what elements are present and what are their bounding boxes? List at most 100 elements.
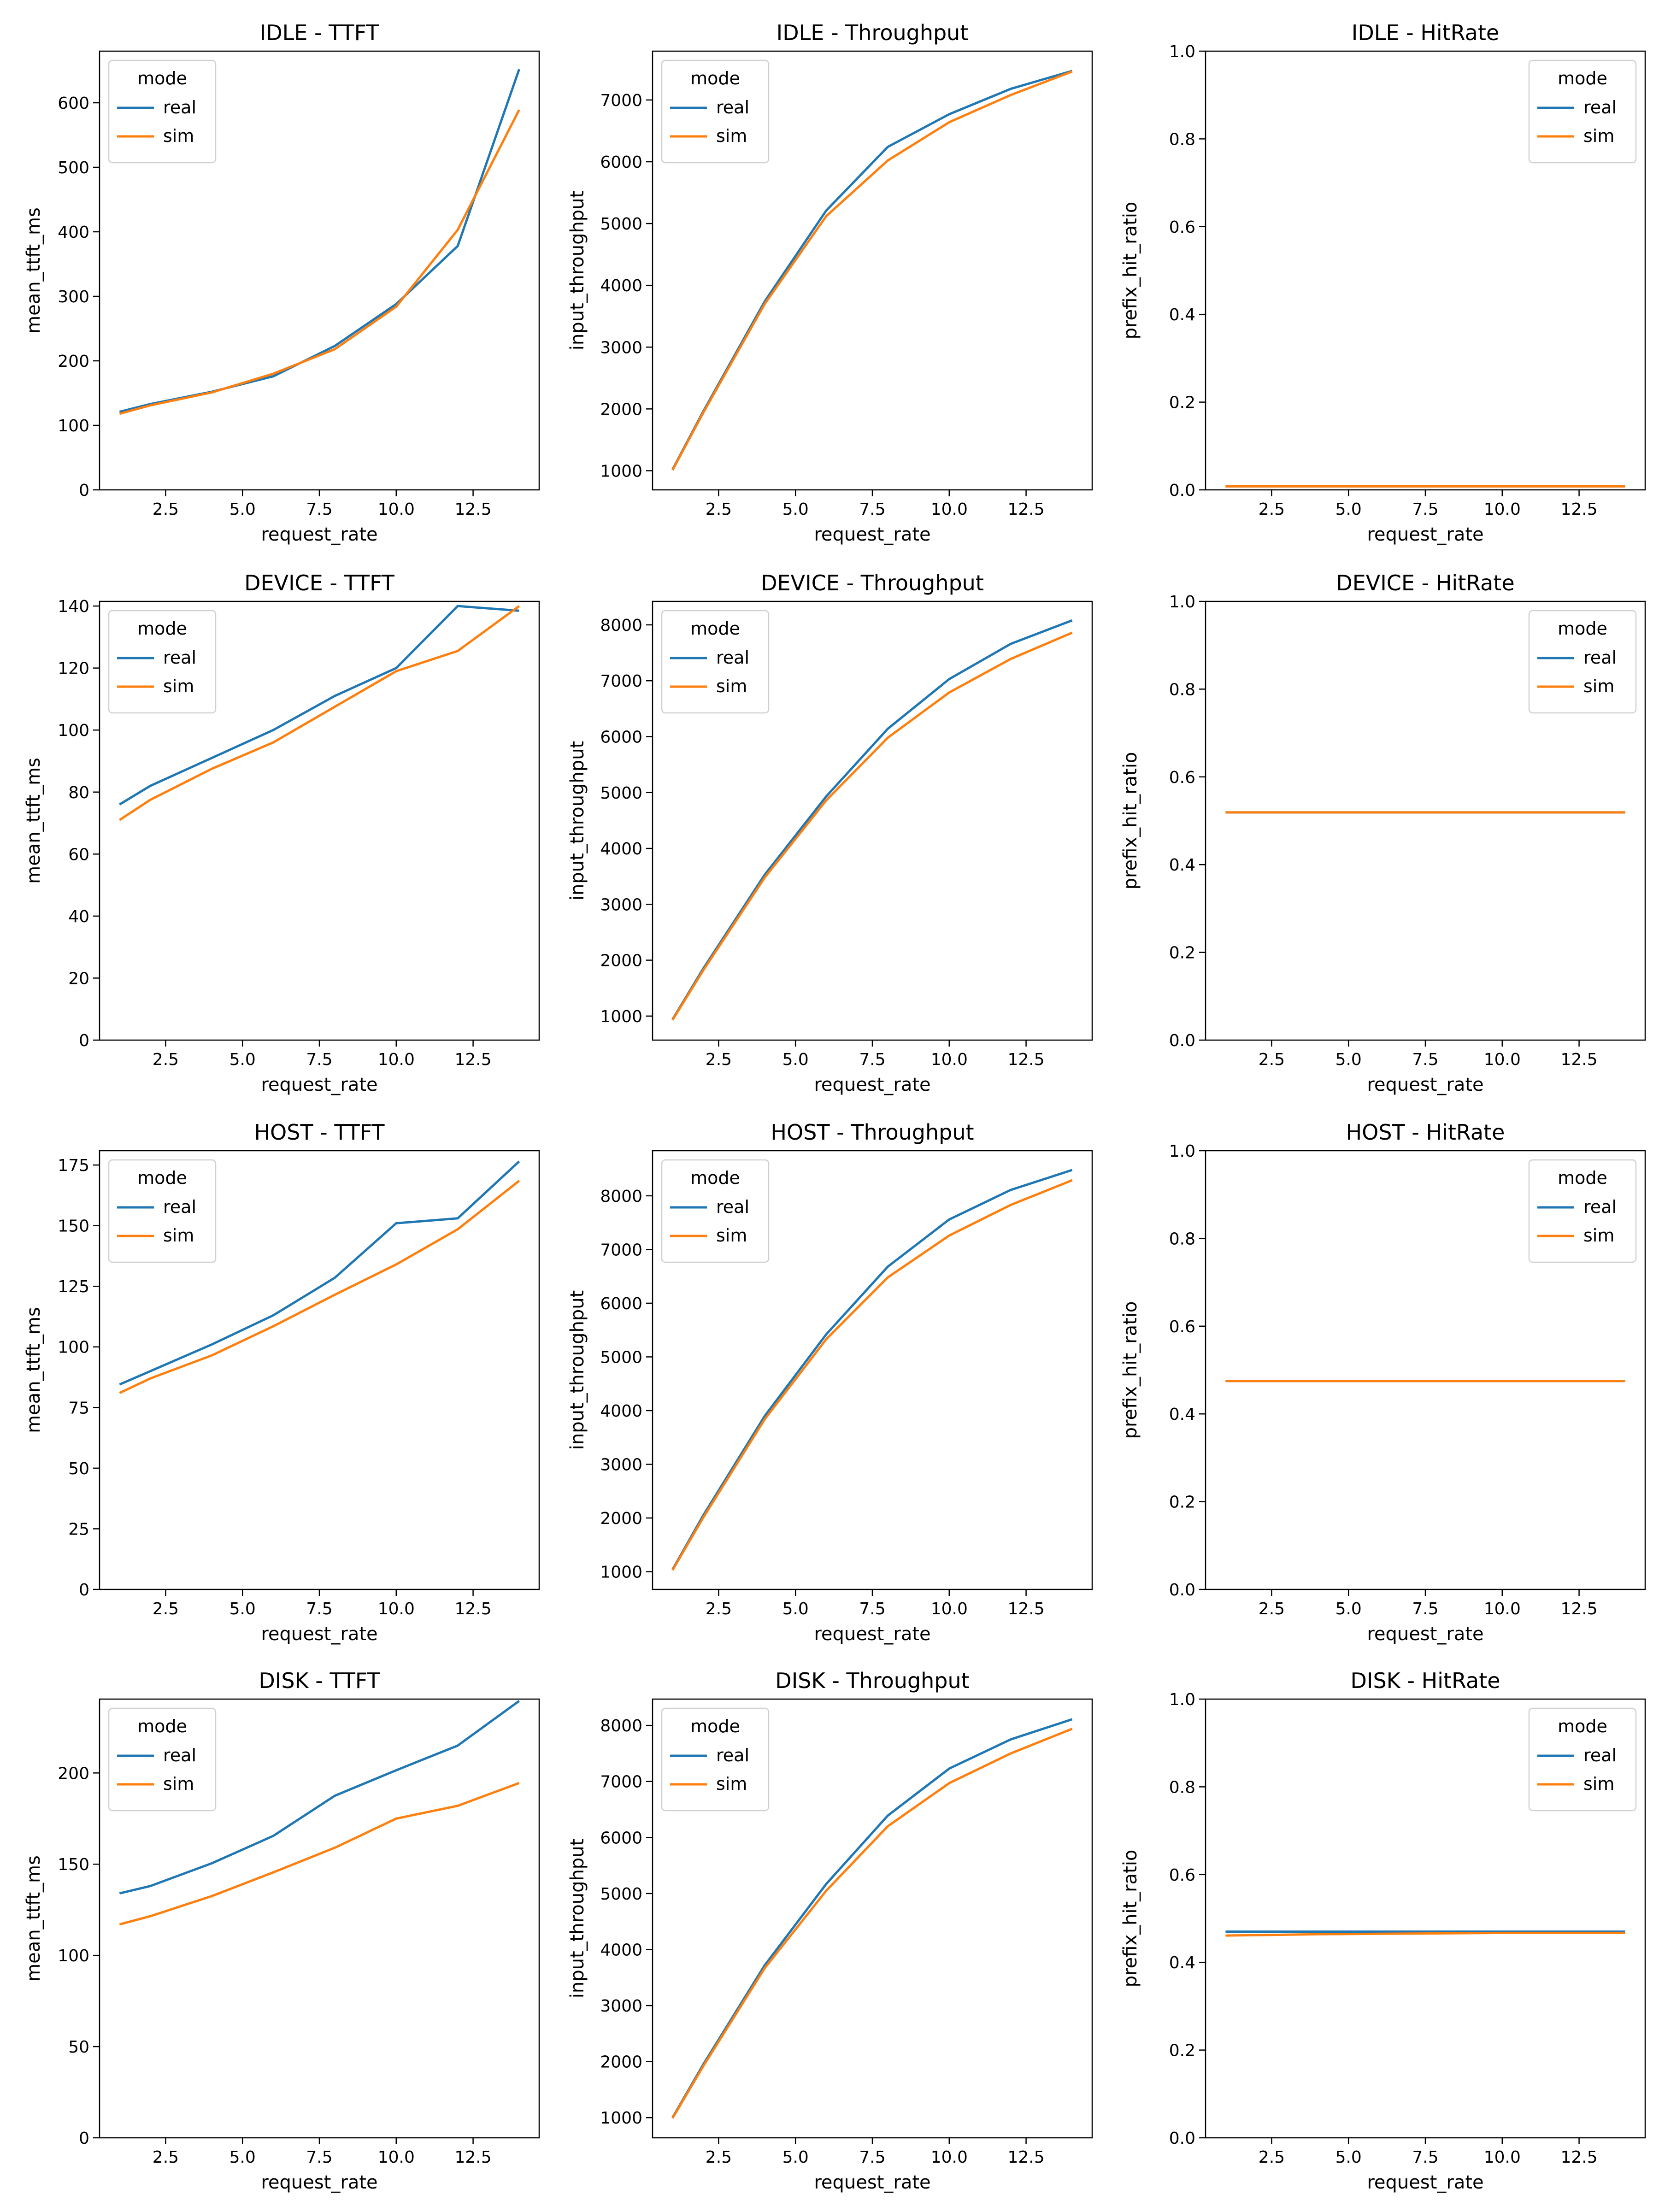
- legend: mode real sim: [1528, 1159, 1637, 1263]
- x-tick-label: 7.5: [859, 1600, 885, 1618]
- legend-label-sim: sim: [1583, 676, 1614, 696]
- legend-label-sim: sim: [1583, 1225, 1614, 1246]
- y-tick-label: 0.4: [1169, 1953, 1195, 1972]
- y-tick-label: 1.0: [1169, 1142, 1195, 1161]
- y-tick-label: 125: [58, 1277, 89, 1296]
- x-axis-label: request_rate: [1367, 1624, 1483, 1645]
- x-tick-label: 2.5: [706, 1050, 732, 1069]
- x-tick-label: 5.0: [229, 1050, 256, 1069]
- y-tick-label: 0: [79, 2129, 89, 2148]
- legend-label-sim: sim: [163, 1225, 194, 1246]
- y-tick-label: 150: [58, 1855, 89, 1874]
- y-tick-label: 100: [58, 1338, 89, 1357]
- legend-title: mode: [137, 1168, 187, 1188]
- y-tick-label: 4000: [600, 1941, 642, 1959]
- y-tick-label: 8000: [600, 1187, 642, 1206]
- x-tick-label: 12.5: [1560, 2148, 1597, 2167]
- series-line-real: [671, 1169, 1073, 1571]
- legend-label-real: real: [163, 1745, 196, 1765]
- legend-label-sim: sim: [1583, 126, 1614, 146]
- x-tick-label: 5.0: [229, 500, 256, 519]
- y-tick-label: 50: [68, 1459, 89, 1478]
- legend-label-sim: sim: [716, 1225, 747, 1246]
- y-tick-label: 0.2: [1169, 1493, 1195, 1512]
- y-tick-label: 4000: [600, 1402, 642, 1421]
- x-tick-label: 7.5: [859, 1050, 885, 1069]
- x-tick-label: 10.0: [378, 500, 415, 519]
- y-tick-label: 0.0: [1169, 1031, 1195, 1050]
- legend-title: mode: [1558, 618, 1607, 639]
- y-axis-label: prefix_hit_ratio: [1120, 1301, 1141, 1439]
- x-tick-label: 5.0: [782, 1600, 809, 1618]
- y-tick-label: 2000: [600, 2053, 642, 2072]
- x-tick-label: 7.5: [1412, 500, 1438, 519]
- y-tick-label: 6000: [600, 728, 642, 747]
- y-tick-label: 0.0: [1169, 481, 1195, 500]
- chart-idle-throughput: 2.5 5.0 7.5 10.0 12.5 1000 2000 3000 4000 5000 600…: [567, 20, 1093, 545]
- series-line-real: [119, 1160, 520, 1386]
- y-tick-label: 0.6: [1169, 1866, 1195, 1885]
- legend-label-sim: sim: [716, 676, 747, 696]
- y-tick-label: 0: [79, 1031, 89, 1050]
- y-tick-label: 0: [79, 1581, 89, 1600]
- y-tick-label: 0.4: [1169, 306, 1195, 324]
- y-tick-label: 1000: [600, 1563, 642, 1582]
- series-line-sim: [671, 70, 1073, 471]
- y-tick-label: 3000: [600, 895, 642, 914]
- legend: mode real sim: [108, 1159, 217, 1263]
- chart-disk-ttft: 2.5 5.0 7.5 10.0 12.5 0 50 100 150 200 DISK - TTFT…: [23, 1668, 540, 2193]
- x-tick-label: 2.5: [706, 1600, 732, 1618]
- y-tick-label: 0.6: [1169, 768, 1195, 787]
- y-tick-label: 3000: [600, 1455, 642, 1474]
- y-axis-label: input_throughput: [567, 741, 588, 900]
- y-tick-label: 7000: [600, 1773, 642, 1792]
- y-tick-label: 5000: [600, 784, 642, 803]
- y-tick-label: 100: [58, 417, 89, 435]
- chart-title: HOST - TTFT: [254, 1120, 385, 1145]
- y-tick-label: 3000: [600, 338, 642, 357]
- x-tick-label: 12.5: [1007, 1050, 1044, 1069]
- y-tick-label: 0.0: [1169, 2129, 1195, 2148]
- x-tick-label: 2.5: [1259, 2148, 1285, 2167]
- series-line-sim: [671, 1179, 1073, 1571]
- y-tick-label: 40: [68, 907, 89, 926]
- x-tick-label: 12.5: [1560, 1050, 1597, 1069]
- legend: mode real sim: [108, 59, 217, 164]
- legend-title: mode: [137, 618, 187, 639]
- x-tick-label: 12.5: [454, 1050, 491, 1069]
- legend: mode real sim: [1528, 59, 1637, 164]
- x-tick-label: 12.5: [454, 1600, 491, 1618]
- x-tick-label: 2.5: [153, 1050, 179, 1069]
- x-tick-label: 7.5: [859, 2148, 885, 2167]
- legend-title: mode: [1558, 1716, 1607, 1736]
- chart-title: IDLE - Throughput: [777, 20, 969, 45]
- y-tick-label: 0: [79, 481, 89, 500]
- x-axis-label: request_rate: [814, 1624, 930, 1645]
- legend-label-real: real: [716, 97, 749, 118]
- chart-title: DEVICE - TTFT: [244, 571, 395, 595]
- chart-idle-hitrate: 2.5 5.0 7.5 10.0 12.5 0.0 0.2 0.4 0.6 0.8 1.0 IDLE …: [1120, 20, 1646, 545]
- y-tick-label: 400: [58, 223, 89, 242]
- y-tick-label: 60: [68, 845, 89, 864]
- legend-label-real: real: [1583, 1745, 1617, 1765]
- legend-label-sim: sim: [163, 676, 194, 696]
- x-tick-label: 2.5: [706, 500, 732, 519]
- y-tick-label: 200: [58, 1764, 89, 1783]
- x-axis-label: request_rate: [1367, 1074, 1483, 1095]
- x-tick-label: 5.0: [1335, 1600, 1362, 1618]
- y-tick-label: 100: [58, 1947, 89, 1965]
- y-tick-label: 500: [58, 159, 89, 177]
- y-tick-label: 175: [58, 1156, 89, 1175]
- y-tick-label: 6000: [600, 1294, 642, 1313]
- y-tick-label: 7000: [600, 1241, 642, 1259]
- x-tick-label: 7.5: [306, 1050, 332, 1069]
- y-axis-label: mean_ttft_ms: [23, 1307, 44, 1433]
- y-tick-label: 0.4: [1169, 856, 1195, 875]
- chart-title: DISK - TTFT: [259, 1668, 380, 1693]
- y-tick-label: 5000: [600, 215, 642, 234]
- x-axis-label: request_rate: [1367, 2172, 1483, 2193]
- series-line-sim: [119, 605, 520, 821]
- chart-idle-ttft: 2.5 5.0 7.5 10.0 12.5 0 100 200 300 400 500 600 IDLE…: [23, 20, 540, 545]
- chart-host-hitrate: 2.5 5.0 7.5 10.0 12.5 0.0 0.2 0.4 0.6 0.8 1.0 HOST …: [1120, 1120, 1646, 1645]
